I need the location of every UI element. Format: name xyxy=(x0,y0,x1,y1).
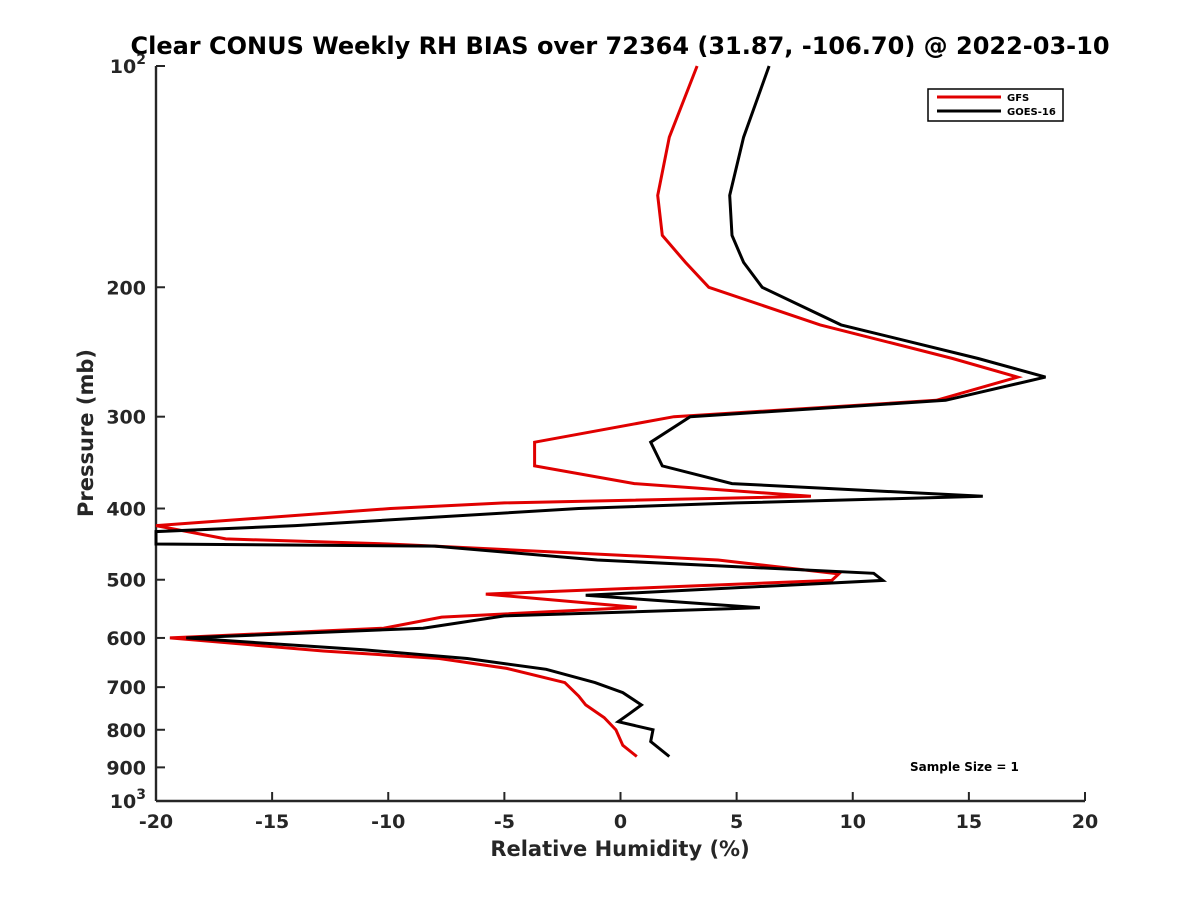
x-tick-label: 15 xyxy=(956,811,982,833)
y-axis-label: Pressure (mb) xyxy=(74,349,98,517)
x-tick-label: -15 xyxy=(255,811,289,833)
x-tick-label: 5 xyxy=(730,811,743,833)
series-line-goes16 xyxy=(154,65,1046,758)
y-tick-label: 500 xyxy=(106,570,146,592)
x-tick-label: 10 xyxy=(840,811,866,833)
y-tick-label: 300 xyxy=(106,407,146,429)
x-axis-label: Relative Humidity (%) xyxy=(490,837,749,861)
chart-title: Clear CONUS Weekly RH BIAS over 72364 (3… xyxy=(130,32,1109,60)
legend: GFS GOES-16 xyxy=(927,88,1064,122)
x-tick-label: -20 xyxy=(139,811,173,833)
series-line-gfs xyxy=(155,65,1024,758)
legend-label-gfs: GFS xyxy=(1007,93,1029,104)
legend-box xyxy=(927,88,1064,122)
x-ticks: -20 -15 -10 -5 0 5 10 15 20 xyxy=(139,792,1098,833)
y-tick-label: 700 xyxy=(106,677,146,699)
y-tick-label: 103 xyxy=(110,787,146,813)
y-tick-label: 600 xyxy=(106,628,146,650)
y-tick-label: 400 xyxy=(106,499,146,521)
y-tick-label: 200 xyxy=(106,277,146,299)
x-tick-label: -5 xyxy=(494,811,515,833)
y-tick-label: 900 xyxy=(106,757,146,779)
legend-label-goes16: GOES-16 xyxy=(1007,107,1056,118)
y-tick-label: 800 xyxy=(106,720,146,742)
y-ticks: 102 200 300 400 500 600 700 800 900 103 xyxy=(106,52,165,813)
series-layer xyxy=(154,65,1046,758)
x-tick-label: -10 xyxy=(371,811,405,833)
sample-size-annotation: Sample Size = 1 xyxy=(910,760,1019,774)
x-tick-label: 0 xyxy=(614,811,627,833)
y-tick-label: 102 xyxy=(110,52,146,78)
x-tick-label: 20 xyxy=(1072,811,1098,833)
